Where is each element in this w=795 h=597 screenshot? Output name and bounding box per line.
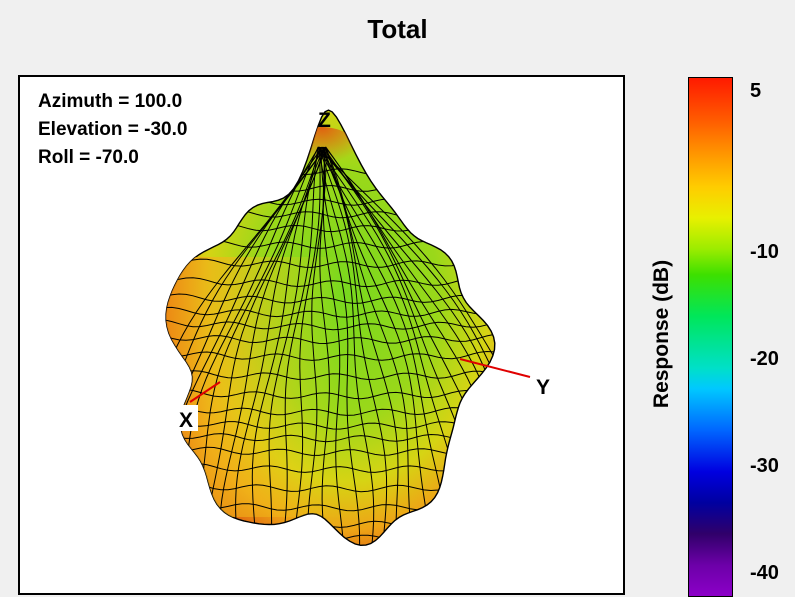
colorbar-tick-4: -40 xyxy=(750,562,779,584)
colorbar-tick-1: -10 xyxy=(750,240,779,263)
mesh-meridian xyxy=(166,146,327,546)
mesh-meridian xyxy=(322,146,495,546)
mesh-meridian xyxy=(320,146,361,546)
mesh-meridian xyxy=(319,146,330,546)
x-axis-label: X xyxy=(179,409,193,432)
mesh-meridian xyxy=(317,146,375,546)
mesh-meridian xyxy=(325,146,495,546)
x-axis-line xyxy=(189,381,221,403)
z-axis-label: Z xyxy=(318,109,331,132)
y-axis-label: Y xyxy=(536,376,550,399)
colorbar-tick-0: 5 xyxy=(750,80,762,102)
chart-title: Total xyxy=(367,14,428,44)
mesh-meridian xyxy=(322,146,346,546)
mesh-meridian xyxy=(318,146,388,546)
mesh-meridian xyxy=(251,146,325,546)
plot-area: X Y Z Azimuth = 100.0 Elevation = -30.0 … xyxy=(18,75,625,595)
colorbar-label: Response (dB) xyxy=(650,259,673,409)
colorbar xyxy=(688,77,733,597)
mesh-meridian xyxy=(292,147,321,546)
mesh-meridian xyxy=(278,146,319,546)
mesh-meridian xyxy=(267,146,321,546)
colorbar-tick-3: -30 xyxy=(750,454,779,477)
x-axis-label-bg xyxy=(176,405,198,431)
radiation-pattern-surface: X Y Z xyxy=(130,109,550,567)
azimuth-readout: Azimuth = 100.0 xyxy=(38,91,183,112)
mesh-ring xyxy=(166,332,495,345)
mesh-ring xyxy=(166,318,495,331)
roll-readout: Roll = -70.0 xyxy=(38,147,139,168)
mesh-meridian xyxy=(235,146,327,546)
mesh-meridian xyxy=(317,146,495,546)
colorbar-tick-2: -20 xyxy=(750,347,779,370)
mesh-ring xyxy=(166,542,495,546)
elevation-readout: Elevation = -30.0 xyxy=(38,119,188,140)
y-axis-line xyxy=(459,358,531,378)
mesh-ring xyxy=(130,556,550,567)
mesh-meridian xyxy=(322,146,399,546)
